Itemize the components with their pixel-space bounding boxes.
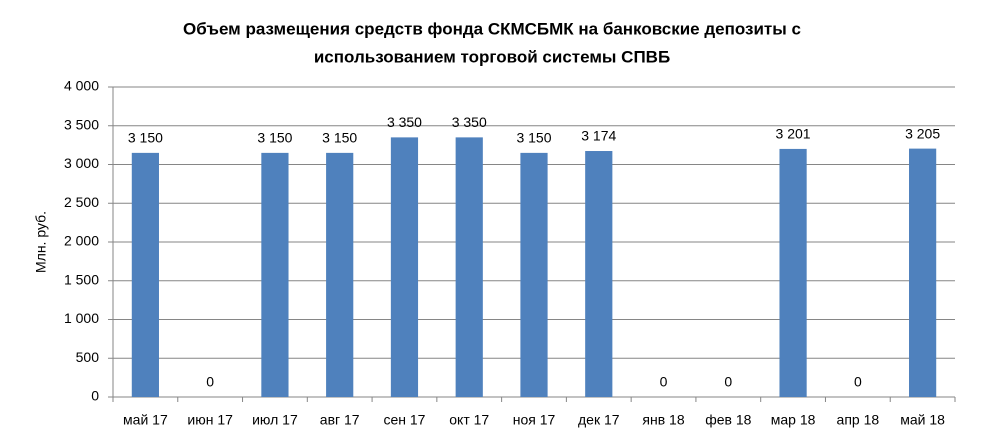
x-tick-label: май 17	[123, 412, 168, 428]
bar	[261, 152, 289, 397]
data-label: 3 350	[452, 114, 487, 130]
y-tick-label: 1 000	[64, 310, 99, 326]
x-tick-label: сен 17	[383, 412, 425, 428]
x-tick-label: фев 18	[705, 412, 751, 428]
data-label: 3 174	[581, 128, 616, 144]
y-tick-label: 1 500	[64, 271, 99, 287]
data-label: 3 150	[322, 130, 357, 146]
chart-title: использованием торговой системы СПВБ	[314, 47, 670, 66]
bar	[131, 152, 159, 397]
data-label: 3 205	[905, 125, 940, 141]
y-tick-label: 2 000	[64, 233, 99, 249]
data-label: 0	[660, 374, 668, 390]
y-tick-label: 500	[76, 349, 100, 365]
y-axis-label: Млн. руб.	[33, 211, 49, 273]
data-label: 3 350	[387, 114, 422, 130]
data-label: 3 150	[257, 130, 292, 146]
data-label: 0	[206, 374, 214, 390]
x-tick-label: ноя 17	[513, 412, 556, 428]
y-tick-label: 3 000	[64, 155, 99, 171]
chart-title: Объем размещения средств фонда СКМСБМК н…	[183, 19, 801, 38]
x-tick-label: май 18	[900, 412, 945, 428]
y-tick-label: 0	[91, 388, 99, 404]
x-tick-label: июн 17	[187, 412, 233, 428]
bar	[520, 152, 548, 397]
data-label: 0	[854, 374, 862, 390]
y-tick-label: 2 500	[64, 194, 99, 210]
x-tick-label: авг 17	[320, 412, 360, 428]
y-tick-label: 4 000	[64, 78, 99, 94]
data-label: 3 201	[776, 126, 811, 142]
x-tick-label: мар 18	[771, 412, 816, 428]
bar	[909, 148, 937, 397]
data-label: 3 150	[516, 130, 551, 146]
bar	[326, 152, 354, 397]
x-tick-label: дек 17	[578, 412, 620, 428]
x-tick-label: апр 18	[837, 412, 880, 428]
data-label: 0	[724, 374, 732, 390]
bar	[455, 137, 483, 397]
bar	[585, 151, 613, 397]
bar	[390, 137, 419, 397]
x-tick-label: окт 17	[449, 412, 489, 428]
x-tick-label: янв 18	[642, 412, 684, 428]
bar	[779, 148, 807, 397]
y-tick-label: 3 500	[64, 116, 99, 132]
data-label: 3 150	[128, 130, 163, 146]
x-tick-label: июл 17	[252, 412, 298, 428]
